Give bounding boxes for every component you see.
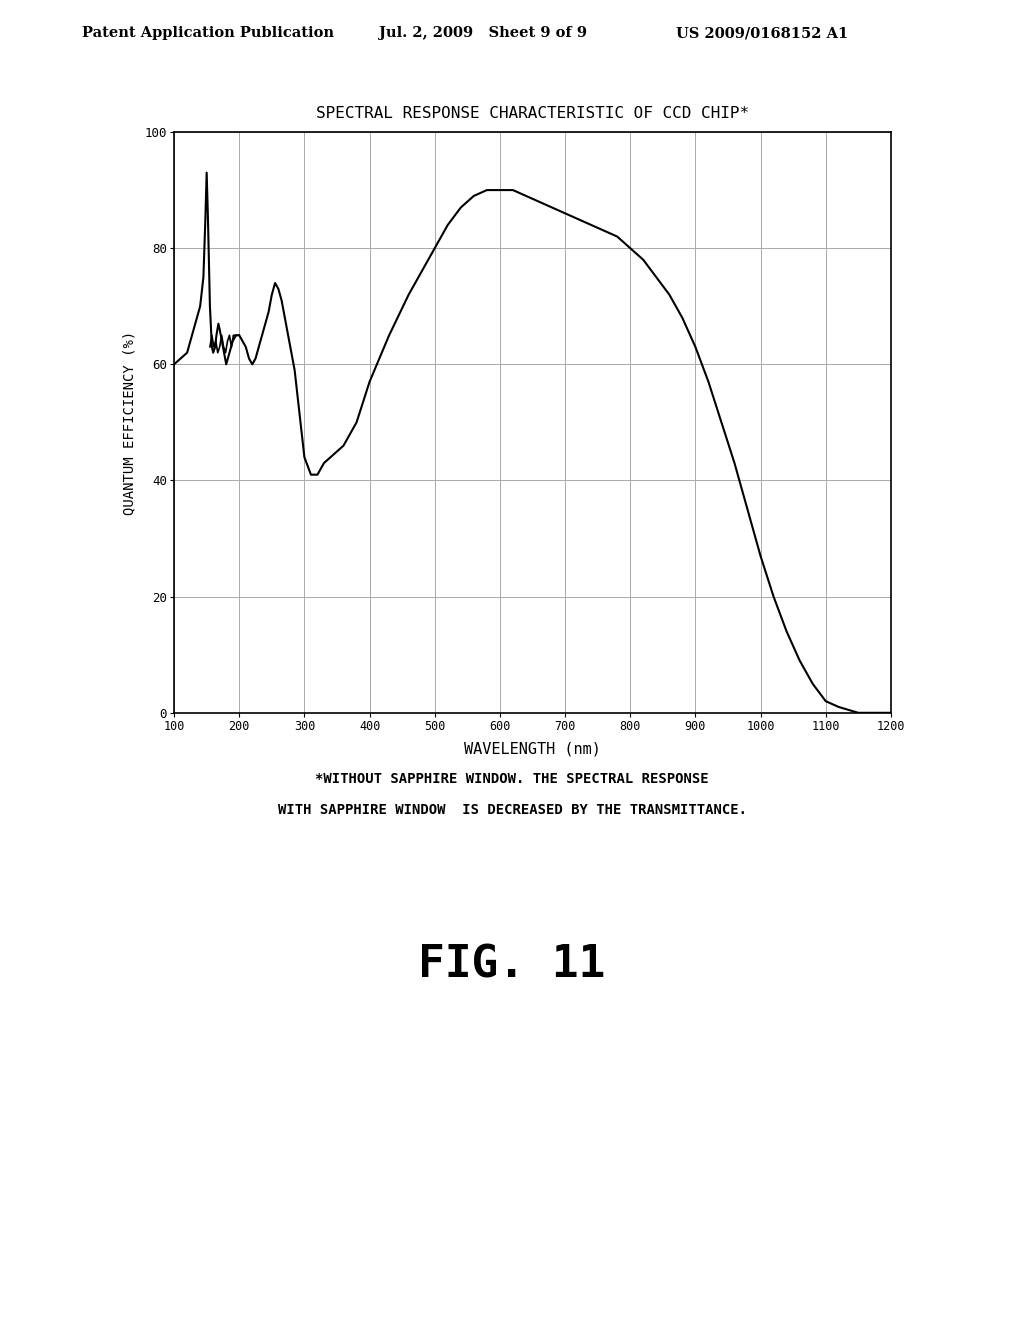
Text: FIG. 11: FIG. 11 bbox=[419, 944, 605, 987]
X-axis label: WAVELENGTH (nm): WAVELENGTH (nm) bbox=[464, 741, 601, 756]
Text: WITH SAPPHIRE WINDOW  IS DECREASED BY THE TRANSMITTANCE.: WITH SAPPHIRE WINDOW IS DECREASED BY THE… bbox=[278, 803, 746, 817]
Text: Patent Application Publication: Patent Application Publication bbox=[82, 26, 334, 41]
Y-axis label: QUANTUM EFFICIENCY (%): QUANTUM EFFICIENCY (%) bbox=[122, 330, 136, 515]
Text: US 2009/0168152 A1: US 2009/0168152 A1 bbox=[676, 26, 848, 41]
Title: SPECTRAL RESPONSE CHARACTERISTIC OF CCD CHIP*: SPECTRAL RESPONSE CHARACTERISTIC OF CCD … bbox=[316, 106, 749, 121]
Text: *WITHOUT SAPPHIRE WINDOW. THE SPECTRAL RESPONSE: *WITHOUT SAPPHIRE WINDOW. THE SPECTRAL R… bbox=[315, 772, 709, 787]
Text: Jul. 2, 2009   Sheet 9 of 9: Jul. 2, 2009 Sheet 9 of 9 bbox=[379, 26, 587, 41]
